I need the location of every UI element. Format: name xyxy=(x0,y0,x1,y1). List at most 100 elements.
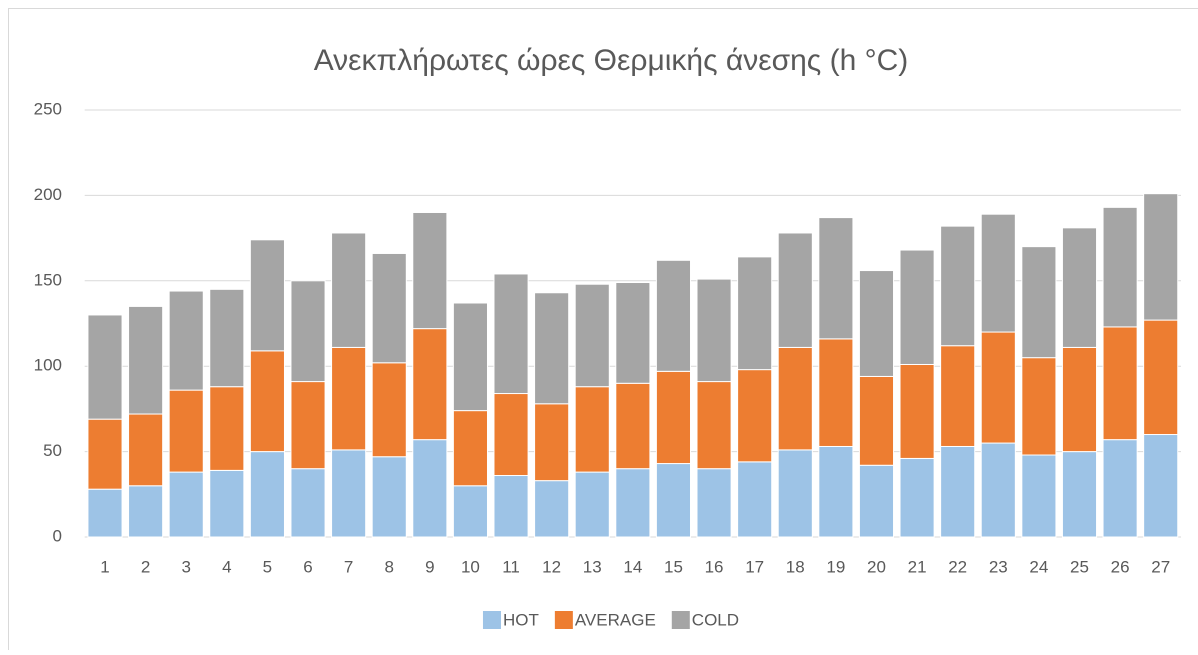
bar-segment xyxy=(1022,358,1056,455)
bar-segment xyxy=(535,404,569,481)
y-tick-label: 0 xyxy=(53,526,62,545)
y-tick-label: 50 xyxy=(43,441,62,460)
bar-segment xyxy=(819,446,853,537)
bar-segment xyxy=(778,450,812,537)
bar-segment xyxy=(250,351,284,452)
x-tick-label: 2 xyxy=(141,557,150,576)
bar-segment xyxy=(738,257,772,370)
bar-segment xyxy=(1103,207,1137,327)
bar-segment xyxy=(900,364,934,458)
bar-segment xyxy=(1022,455,1056,537)
bar-segment xyxy=(656,464,690,537)
bar-segment xyxy=(859,465,893,537)
bar-segment xyxy=(453,303,487,411)
bar-segment xyxy=(413,329,447,440)
bar-segment xyxy=(169,390,203,472)
bar-segment xyxy=(778,233,812,347)
bar-segment xyxy=(697,469,731,537)
bar-segment xyxy=(291,382,325,469)
bar-segment xyxy=(859,376,893,465)
bar-segment xyxy=(941,226,975,346)
x-tick-label: 3 xyxy=(181,557,190,576)
bar-segment xyxy=(900,250,934,364)
bar-segment xyxy=(88,489,122,537)
legend-label: AVERAGE xyxy=(575,610,656,629)
bar-segment xyxy=(291,281,325,382)
x-tick-label: 16 xyxy=(705,557,724,576)
bar-segment xyxy=(453,411,487,486)
x-tick-label: 21 xyxy=(908,557,927,576)
y-tick-label: 250 xyxy=(34,99,62,118)
bar-segment xyxy=(981,214,1015,332)
bar-segment xyxy=(453,486,487,537)
bar-segment xyxy=(819,339,853,447)
x-tick-label: 6 xyxy=(303,557,312,576)
y-tick-label: 200 xyxy=(34,185,62,204)
legend-swatch xyxy=(555,611,573,629)
bar-segment xyxy=(250,452,284,537)
bar-segment xyxy=(656,260,690,371)
x-tick-label: 13 xyxy=(583,557,602,576)
bar-segment xyxy=(88,419,122,489)
bar-segment xyxy=(332,233,366,347)
bar-segment xyxy=(575,284,609,386)
bar-segment xyxy=(1103,327,1137,440)
bar-segment xyxy=(250,240,284,351)
bar-segment xyxy=(941,446,975,537)
y-tick-label: 150 xyxy=(34,270,62,289)
bar-segment xyxy=(413,440,447,537)
bar-segment xyxy=(535,481,569,537)
x-tick-label: 4 xyxy=(222,557,231,576)
bar-segment xyxy=(129,486,163,537)
legend-swatch xyxy=(483,611,501,629)
legend-label: COLD xyxy=(692,610,739,629)
bar-segment xyxy=(1144,435,1178,537)
bar-segment xyxy=(494,274,528,394)
x-tick-label: 11 xyxy=(502,557,520,576)
x-tick-label: 23 xyxy=(989,557,1008,576)
y-tick-label: 100 xyxy=(34,356,62,375)
bar-segment xyxy=(210,470,244,537)
bar-segment xyxy=(332,347,366,449)
bar-segment xyxy=(697,279,731,381)
bar-segment xyxy=(129,414,163,486)
bar-segment xyxy=(738,370,772,462)
x-tick-label: 10 xyxy=(461,557,480,576)
bar-segment xyxy=(129,306,163,414)
bar-segment xyxy=(169,291,203,390)
bar-segment xyxy=(819,218,853,339)
x-tick-label: 8 xyxy=(384,557,393,576)
x-tick-label: 18 xyxy=(786,557,805,576)
bar-segment xyxy=(413,212,447,328)
bar-segment xyxy=(372,253,406,362)
bar-segment xyxy=(332,450,366,537)
bar-segment xyxy=(1062,452,1096,537)
bar-segment xyxy=(697,382,731,469)
x-tick-label: 22 xyxy=(948,557,967,576)
x-tick-label: 7 xyxy=(344,557,353,576)
legend-label: HOT xyxy=(503,610,539,629)
x-tick-label: 15 xyxy=(664,557,683,576)
bar-segment xyxy=(738,462,772,537)
x-tick-label: 25 xyxy=(1070,557,1089,576)
bar-segment xyxy=(1144,320,1178,434)
bar-segment xyxy=(535,293,569,404)
bar-segment xyxy=(1144,194,1178,320)
legend-swatch xyxy=(672,611,690,629)
bar-segment xyxy=(88,315,122,419)
bar-segment xyxy=(981,443,1015,537)
bar-segment xyxy=(210,387,244,471)
x-tick-label: 26 xyxy=(1111,557,1130,576)
bar-segment xyxy=(900,458,934,537)
x-tick-label: 12 xyxy=(542,557,561,576)
bar-segment xyxy=(778,347,812,449)
x-tick-label: 27 xyxy=(1151,557,1170,576)
bar-segment xyxy=(575,472,609,537)
bar-segment xyxy=(575,387,609,472)
bar-segment xyxy=(494,394,528,476)
bar-segment xyxy=(1062,347,1096,451)
bar-segment xyxy=(981,332,1015,443)
bar-segment xyxy=(1022,247,1056,358)
bar-segment xyxy=(941,346,975,447)
